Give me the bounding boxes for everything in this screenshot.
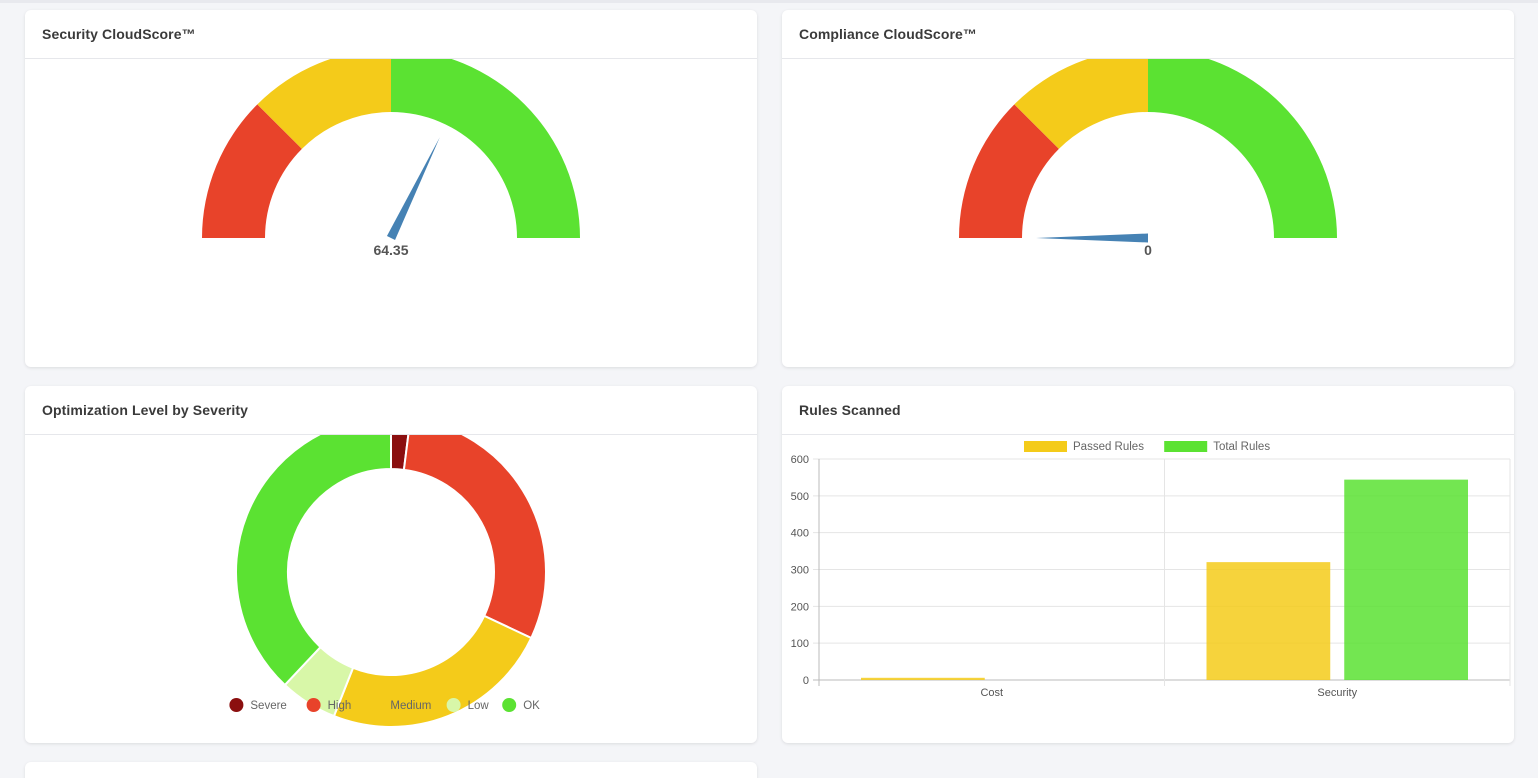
compliance-gauge-needle bbox=[1036, 233, 1148, 243]
compliance-gauge-band-3 bbox=[1148, 49, 1337, 238]
legend-label-ok[interactable]: OK bbox=[523, 700, 540, 712]
security-cloudscore-title: Security CloudScore™ bbox=[25, 10, 757, 59]
y-tick-label: 400 bbox=[791, 528, 809, 540]
security-gauge-band-2 bbox=[257, 49, 391, 149]
y-tick-label: 600 bbox=[791, 454, 809, 466]
legend-label-high[interactable]: High bbox=[328, 700, 352, 712]
security-cloudscore-card: Security CloudScore™ 64.35 bbox=[25, 10, 757, 367]
bar-security-total-rules[interactable] bbox=[1344, 479, 1468, 680]
optimization-donut-chart: Severe High Medium Low OK bbox=[229, 415, 547, 728]
donut-slice-medium[interactable] bbox=[332, 614, 533, 728]
rules-scanned-card: Rules Scanned Passed Rules Total Rules 0 10… bbox=[782, 386, 1514, 743]
optimization-level-card: Optimization Level by Severity Severe Hig… bbox=[25, 386, 757, 743]
bar-security-passed-rules[interactable] bbox=[1206, 562, 1331, 680]
y-tick-label: 300 bbox=[791, 565, 809, 577]
top-divider bbox=[0, 0, 1538, 3]
compliance-cloudscore-gauge: 0 bbox=[959, 49, 1337, 258]
legend-marker-medium[interactable] bbox=[369, 698, 384, 712]
legend-label-total-rules[interactable]: Total Rules bbox=[1213, 441, 1270, 453]
legend-marker-ok[interactable] bbox=[502, 698, 517, 712]
compliance-cloudscore-card: Compliance CloudScore™ 0 bbox=[782, 10, 1514, 367]
optimization-level-title: Optimization Level by Severity bbox=[25, 386, 757, 435]
next-card bbox=[25, 762, 757, 778]
security-gauge-needle bbox=[386, 137, 440, 240]
compliance-gauge-band-2 bbox=[1014, 49, 1148, 149]
y-tick-label: 100 bbox=[791, 638, 809, 650]
security-gauge-band-3 bbox=[391, 49, 580, 238]
legend-label-medium[interactable]: Medium bbox=[390, 700, 431, 712]
legend-label-severe[interactable]: Severe bbox=[250, 700, 286, 712]
security-cloudscore-gauge: 64.35 bbox=[202, 49, 580, 258]
rules-scanned-title: Rules Scanned bbox=[782, 386, 1514, 435]
bar-cost-passed-rules[interactable] bbox=[861, 677, 985, 680]
donut-slice-high[interactable] bbox=[402, 417, 547, 640]
legend-marker-severe[interactable] bbox=[229, 698, 244, 712]
legend-marker-total-rules[interactable] bbox=[1164, 441, 1208, 452]
y-tick-label: 500 bbox=[791, 491, 809, 503]
legend-marker-low[interactable] bbox=[446, 698, 461, 712]
legend-marker-high[interactable] bbox=[306, 698, 321, 712]
y-tick-label: 200 bbox=[791, 601, 809, 613]
compliance-gauge-band-1 bbox=[959, 104, 1059, 239]
legend-label-passed-rules[interactable]: Passed Rules bbox=[1073, 441, 1144, 453]
rules-scanned-bar-chart: Passed Rules Total Rules 0 100 200 300 400 500 6… bbox=[791, 441, 1511, 699]
donut-slice-ok[interactable] bbox=[235, 415, 392, 687]
y-tick-label: 0 bbox=[803, 675, 809, 687]
x-tick-label: Security bbox=[1317, 687, 1357, 699]
x-tick-label: Cost bbox=[980, 687, 1003, 699]
legend-marker-passed-rules[interactable] bbox=[1024, 441, 1067, 452]
security-gauge-value: 64.35 bbox=[373, 242, 408, 258]
security-gauge-band-1 bbox=[202, 104, 302, 239]
compliance-cloudscore-title: Compliance CloudScore™ bbox=[782, 10, 1514, 59]
compliance-gauge-value: 0 bbox=[1144, 242, 1152, 258]
legend-label-low[interactable]: Low bbox=[468, 700, 490, 712]
